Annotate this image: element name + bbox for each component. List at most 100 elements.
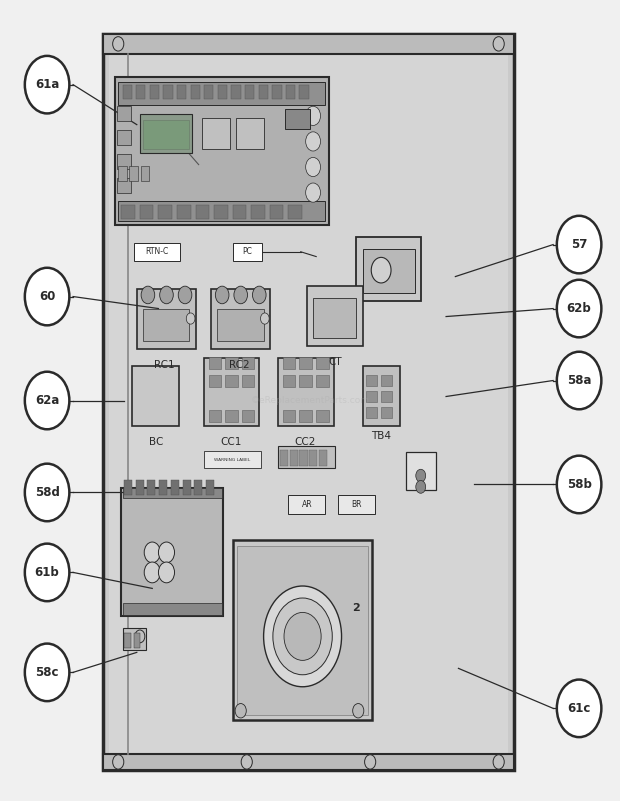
- Circle shape: [235, 703, 246, 718]
- Circle shape: [273, 598, 332, 674]
- Circle shape: [264, 586, 342, 686]
- Text: 62b: 62b: [567, 302, 591, 315]
- Bar: [123, 628, 146, 650]
- Bar: [208, 375, 221, 387]
- Bar: [164, 85, 172, 99]
- Bar: [148, 481, 156, 495]
- Bar: [117, 155, 131, 169]
- Circle shape: [557, 456, 601, 513]
- Bar: [136, 85, 146, 99]
- Text: 58a: 58a: [567, 374, 591, 387]
- Text: CC1: CC1: [220, 437, 242, 447]
- Text: 57: 57: [571, 238, 587, 251]
- Text: AR: AR: [301, 500, 312, 509]
- Bar: [242, 410, 254, 422]
- Bar: [130, 167, 138, 180]
- Bar: [270, 204, 283, 219]
- Bar: [319, 450, 327, 466]
- Bar: [171, 481, 179, 495]
- Bar: [203, 451, 260, 469]
- Text: 61b: 61b: [35, 566, 60, 579]
- Text: RTN-C: RTN-C: [145, 248, 169, 256]
- Bar: [278, 358, 334, 426]
- Circle shape: [25, 56, 69, 114]
- Circle shape: [186, 313, 195, 324]
- Circle shape: [113, 755, 124, 769]
- Circle shape: [306, 183, 321, 202]
- Bar: [381, 391, 392, 402]
- Text: 58c: 58c: [35, 666, 59, 679]
- Bar: [211, 288, 270, 348]
- Bar: [280, 450, 288, 466]
- Circle shape: [144, 562, 161, 583]
- Bar: [363, 248, 415, 292]
- Bar: [195, 204, 209, 219]
- Circle shape: [159, 542, 174, 563]
- Circle shape: [141, 286, 155, 304]
- Text: BC: BC: [149, 437, 164, 447]
- Bar: [299, 375, 312, 387]
- Bar: [217, 308, 264, 340]
- Bar: [231, 85, 241, 99]
- Bar: [208, 357, 221, 369]
- Bar: [134, 243, 180, 260]
- Circle shape: [416, 481, 426, 493]
- Circle shape: [113, 37, 124, 51]
- Text: BR: BR: [351, 500, 361, 509]
- Bar: [103, 34, 514, 54]
- Bar: [299, 450, 308, 466]
- Bar: [125, 633, 131, 647]
- Bar: [143, 120, 189, 149]
- Circle shape: [416, 469, 426, 482]
- Bar: [118, 167, 127, 180]
- Bar: [122, 204, 135, 219]
- Circle shape: [306, 107, 321, 126]
- Bar: [122, 489, 223, 617]
- Bar: [115, 77, 329, 224]
- Text: WARNING LABEL: WARNING LABEL: [214, 457, 250, 461]
- Bar: [225, 375, 237, 387]
- Bar: [202, 119, 229, 149]
- Bar: [288, 495, 326, 514]
- Circle shape: [284, 613, 321, 660]
- Bar: [299, 85, 309, 99]
- Circle shape: [25, 372, 69, 429]
- Bar: [363, 366, 400, 426]
- Bar: [232, 204, 246, 219]
- Text: CC2: CC2: [294, 437, 316, 447]
- Bar: [366, 407, 377, 418]
- Text: 61a: 61a: [35, 78, 60, 91]
- Circle shape: [557, 352, 601, 409]
- Bar: [225, 357, 237, 369]
- Bar: [159, 481, 167, 495]
- Bar: [177, 204, 190, 219]
- Bar: [143, 308, 189, 340]
- Bar: [225, 410, 237, 422]
- Bar: [118, 83, 326, 105]
- Circle shape: [260, 313, 269, 324]
- Bar: [177, 85, 186, 99]
- Bar: [406, 452, 436, 490]
- Bar: [283, 357, 295, 369]
- Bar: [251, 204, 265, 219]
- Circle shape: [25, 268, 69, 325]
- Bar: [366, 391, 377, 402]
- Text: TB4: TB4: [371, 432, 391, 441]
- Bar: [286, 85, 295, 99]
- Text: ©eReplacementParts.com: ©eReplacementParts.com: [250, 396, 370, 405]
- Circle shape: [241, 755, 252, 769]
- Bar: [137, 288, 195, 348]
- Bar: [203, 358, 259, 426]
- Circle shape: [178, 286, 192, 304]
- Text: 61c: 61c: [567, 702, 591, 714]
- Bar: [356, 236, 422, 300]
- Bar: [208, 410, 221, 422]
- Circle shape: [215, 286, 229, 304]
- Circle shape: [306, 132, 321, 151]
- Bar: [299, 410, 312, 422]
- Text: RC2: RC2: [229, 360, 249, 369]
- Circle shape: [252, 286, 266, 304]
- Bar: [136, 481, 144, 495]
- Bar: [133, 366, 179, 426]
- Circle shape: [493, 37, 504, 51]
